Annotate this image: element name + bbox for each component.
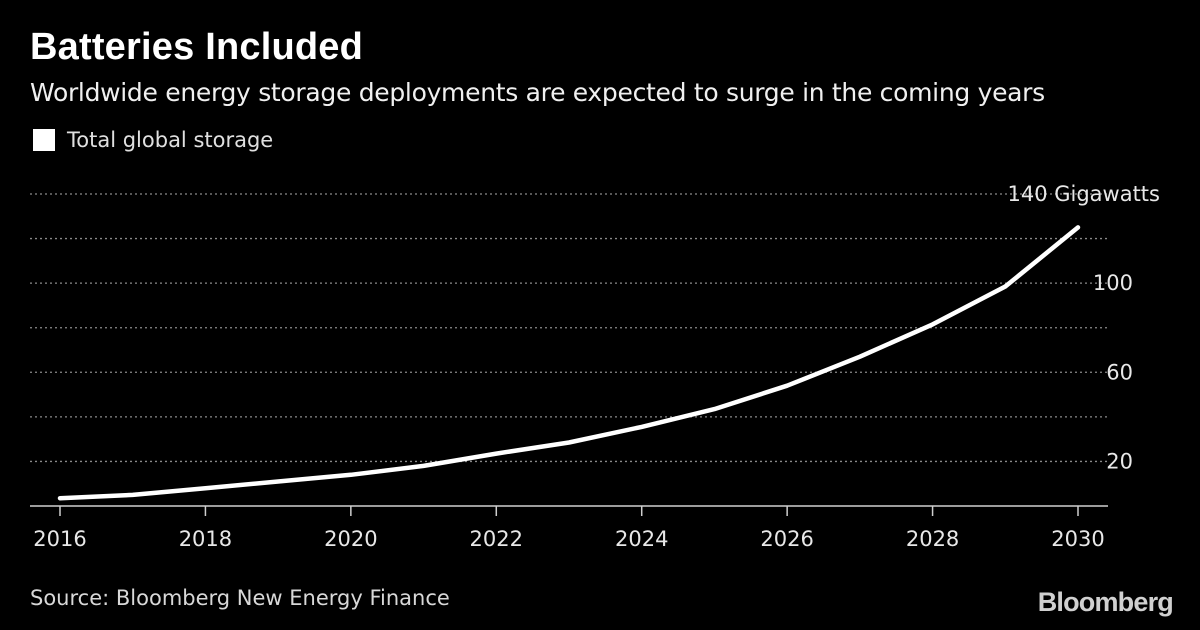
x-tick-label-2024: 2024 [615,527,668,551]
y-top-label: 140 Gigawatts [1007,182,1160,206]
y-tick-label-100: 100 [1093,271,1133,295]
chart-title: Batteries Included [30,26,364,68]
y-tick-label-20: 20 [1106,449,1133,473]
x-tick-label-2018: 2018 [179,527,232,551]
x-tick-label-2022: 2022 [470,527,523,551]
series-group [57,225,1081,501]
source-note: Source: Bloomberg New Energy Finance [30,586,450,610]
legend: Total global storage [33,128,273,152]
grid-lines [30,193,1108,463]
x-tick-label-2016: 2016 [33,527,86,551]
x-tick-label-2028: 2028 [906,527,959,551]
x-tick-label-2026: 2026 [760,527,813,551]
y-axis-labels: 20 60 100 140 Gigawatts [1007,182,1160,473]
series-line-0 [57,225,1081,501]
legend-label: Total global storage [67,128,274,152]
chart-subtitle: Worldwide energy storage deployments are… [30,78,1045,107]
x-tick-label-2030: 2030 [1051,527,1104,551]
legend-swatch [33,129,55,151]
x-axis-ticks: 2016 2018 2020 2022 2024 2026 2028 2030 [33,506,1105,551]
bloomberg-logo: Bloomberg [1037,587,1174,617]
y-tick-label-60: 60 [1106,360,1133,384]
x-tick-label-2020: 2020 [324,527,377,551]
